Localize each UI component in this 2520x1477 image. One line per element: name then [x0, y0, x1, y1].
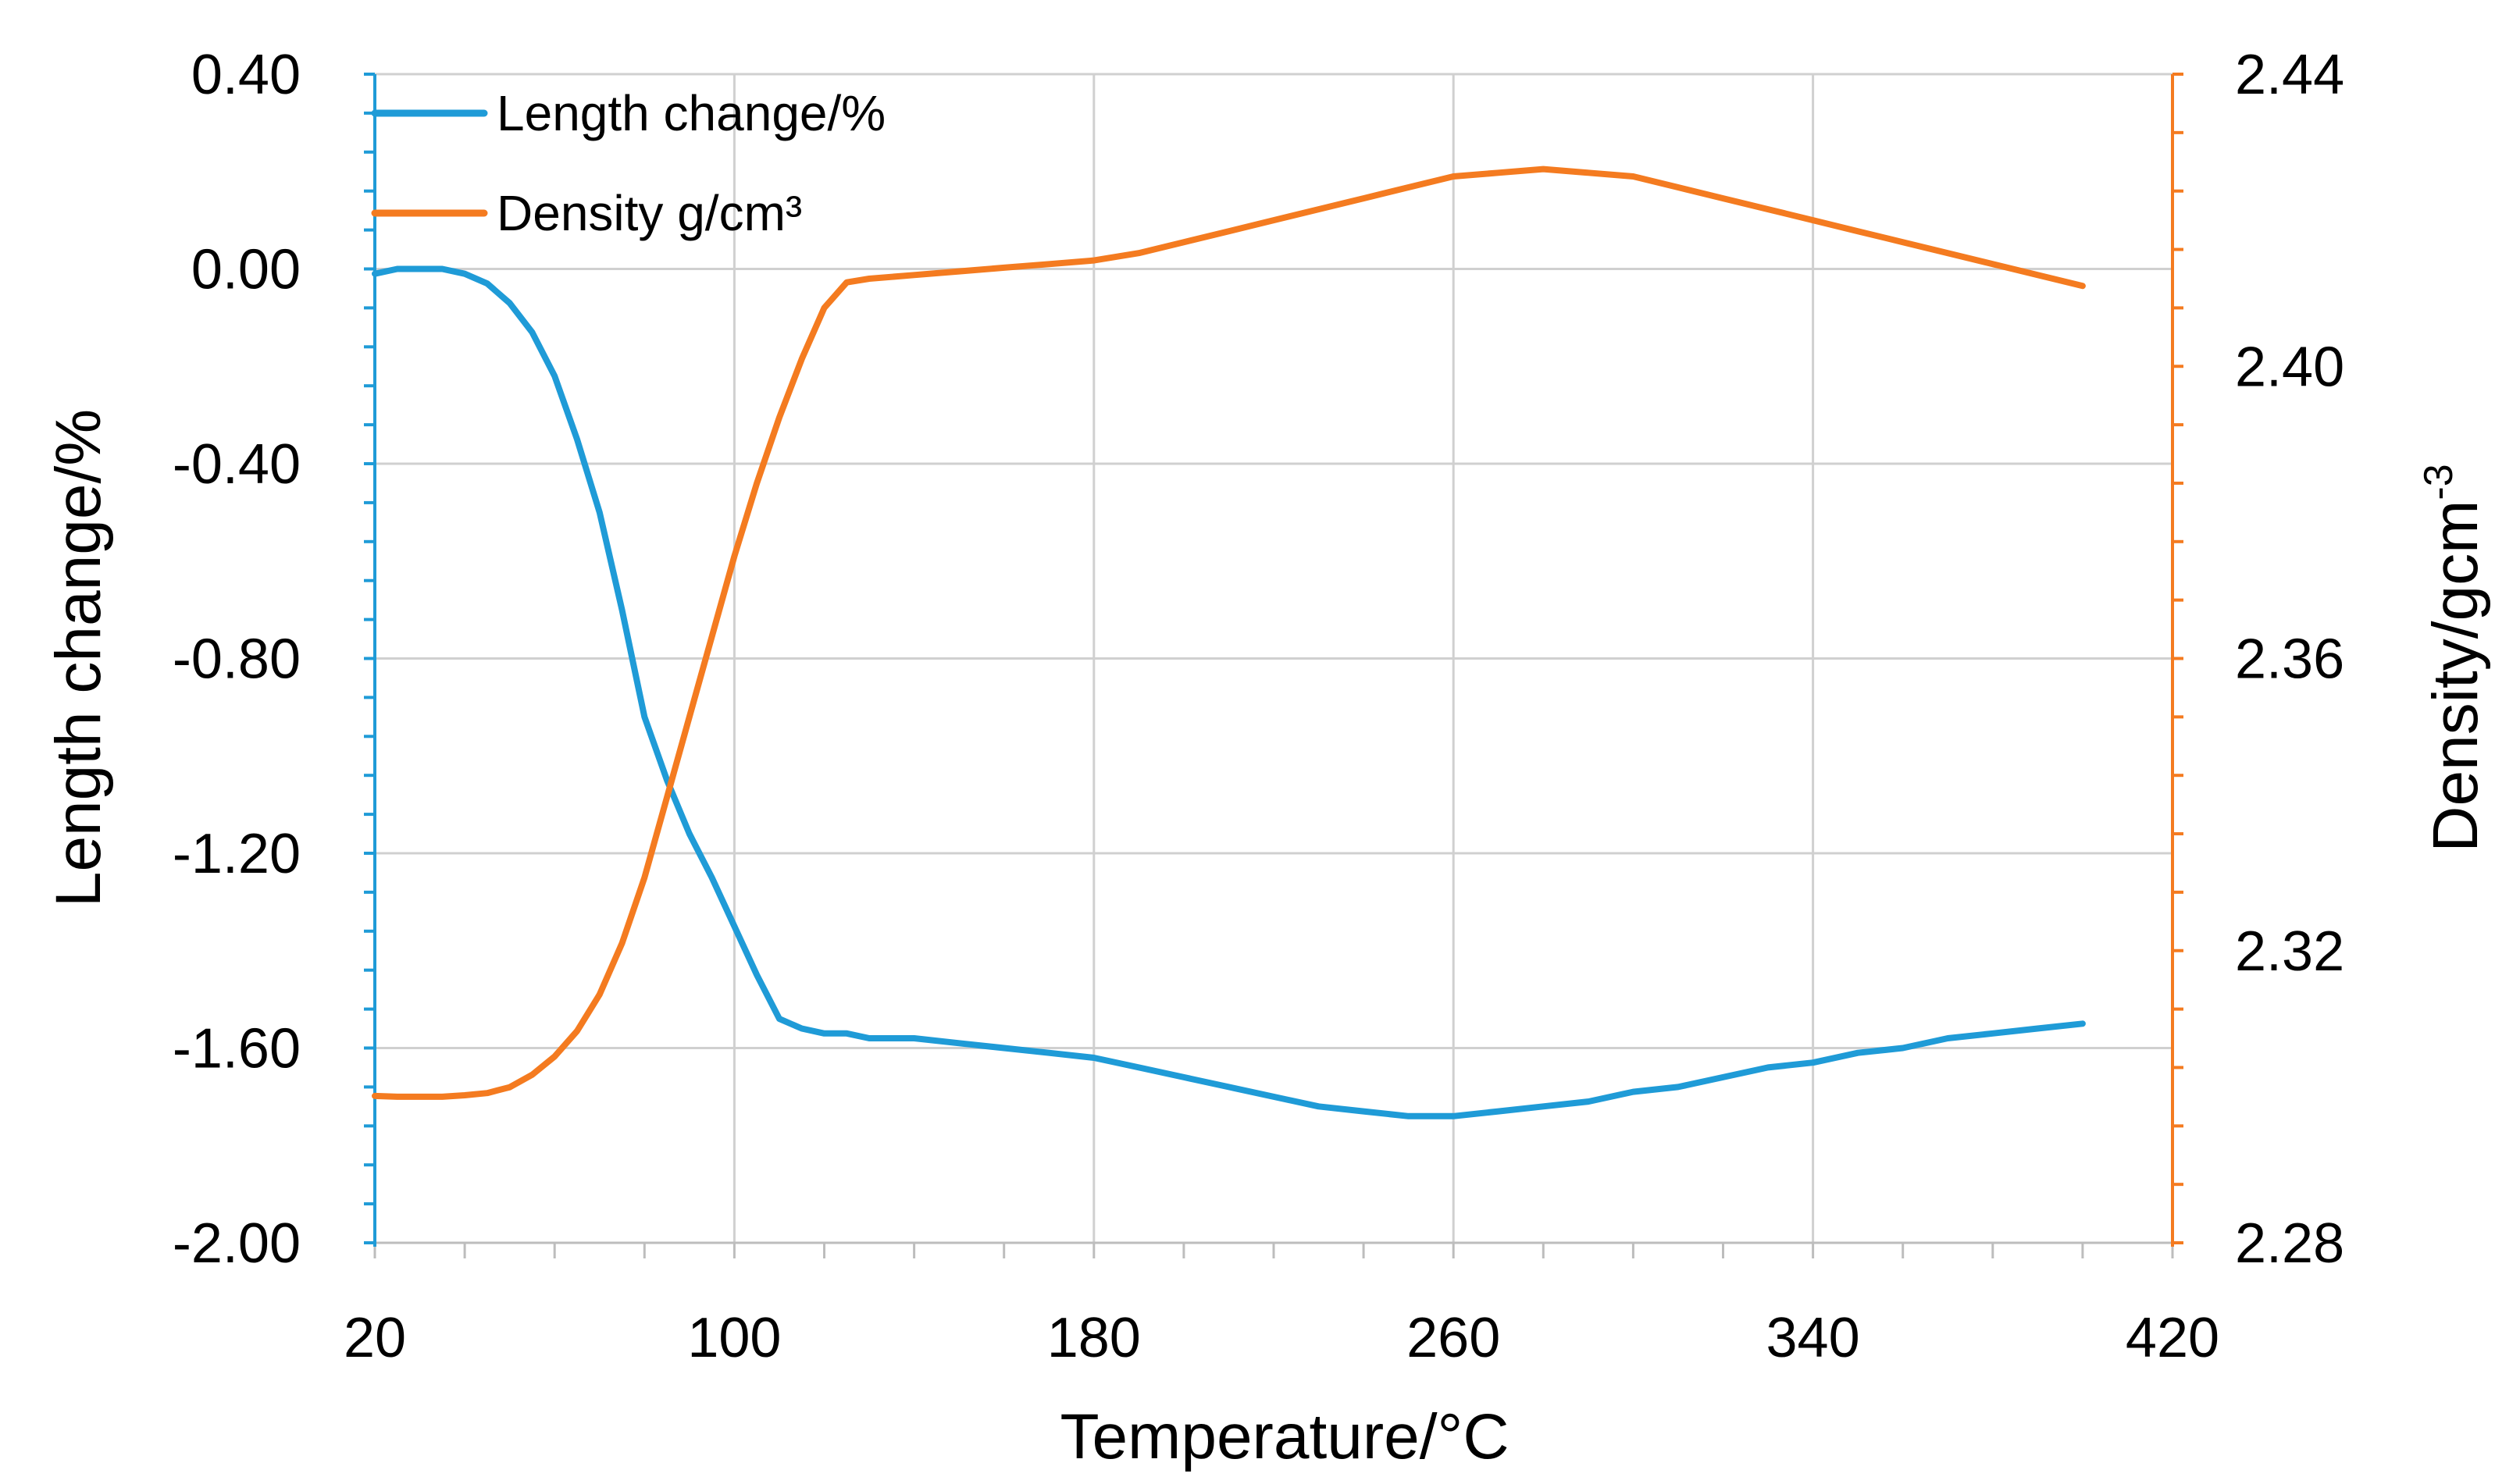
- y-tick-label: -0.80: [173, 628, 301, 691]
- x-axis-title: Temperature/°C: [1060, 1401, 1509, 1472]
- y2-tick-label: 2.44: [2235, 44, 2344, 106]
- y2-axis-title: Density/gcm-3: [2416, 464, 2491, 852]
- legend-label-density: Density g/cm³: [497, 185, 802, 241]
- y2-axis-title-main: Density/gcm: [2420, 500, 2491, 852]
- x-tick-label: 340: [1766, 1307, 1860, 1369]
- y-tick-label: -1.20: [173, 823, 301, 885]
- y2-axis-title-superscript: -3: [2416, 464, 2461, 500]
- grid-lines: [375, 73, 2174, 1243]
- y-tick-label: -1.60: [173, 1018, 301, 1080]
- series-line-length-change: [372, 265, 2086, 1119]
- x-tick-label: 260: [1406, 1307, 1500, 1369]
- x-tick-label: 20: [344, 1307, 406, 1369]
- series-line-density: [372, 165, 2086, 1100]
- legend-label-length-change: Length change/%: [497, 85, 886, 141]
- x-tick-label: 100: [687, 1307, 781, 1369]
- x-tick-label: 180: [1047, 1307, 1141, 1369]
- y-axis-title: Length change/%: [43, 409, 114, 907]
- y2-tick-label: 2.40: [2235, 336, 2344, 398]
- x-tick-label: 420: [2126, 1307, 2219, 1369]
- y2-tick-label: 2.36: [2235, 628, 2344, 691]
- y2-tick-label: 2.28: [2235, 1212, 2344, 1275]
- y-tick-label: 0.00: [191, 239, 301, 301]
- y-tick-label: -0.40: [173, 433, 301, 496]
- y-tick-label: -2.00: [173, 1212, 301, 1275]
- tick-labels: 20 100 180 260 340 420 0.40 0.00 -0.40 -0.80 -1.20…: [173, 44, 2344, 1369]
- y-tick-label: 0.40: [191, 44, 301, 106]
- legend: Length change/% Density g/cm³: [371, 85, 886, 241]
- data-series: [372, 165, 2086, 1119]
- y2-tick-label: 2.32: [2235, 920, 2344, 983]
- axes: [364, 73, 2183, 1258]
